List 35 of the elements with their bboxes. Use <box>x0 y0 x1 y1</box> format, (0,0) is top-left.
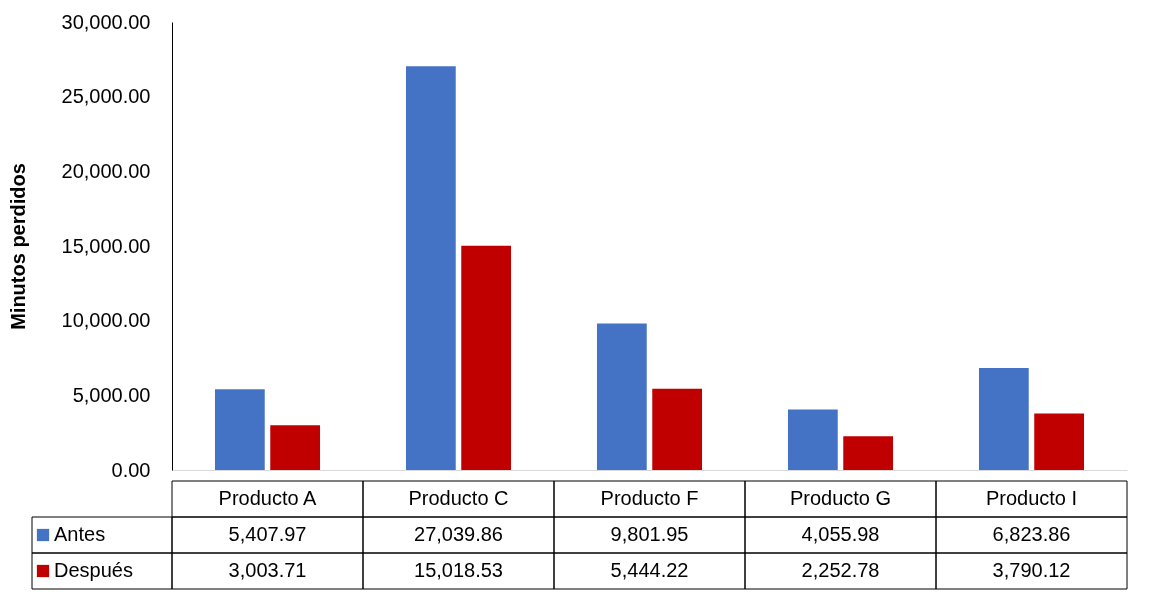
x-tick-label: Producto G <box>789 487 892 509</box>
x-tick-label: Producto F <box>600 487 699 509</box>
legend-label: Antes <box>54 523 106 545</box>
x-tick-label: Producto C <box>408 487 509 509</box>
legend-label: Después <box>54 559 133 581</box>
y-tick-label: 10,000.00 <box>61 309 151 332</box>
data-label: 15,018.53 <box>414 559 503 581</box>
bar <box>978 368 1029 470</box>
bar <box>652 388 703 470</box>
y-tick-label: 30,000.00 <box>61 10 151 33</box>
data-label: 27,039.86 <box>414 523 503 545</box>
bar <box>461 245 512 470</box>
bar <box>214 389 265 470</box>
y-tick-label: 15,000.00 <box>61 234 151 257</box>
bar <box>596 323 647 470</box>
data-label: 2,252.78 <box>801 559 880 581</box>
data-label: 5,444.22 <box>610 559 689 581</box>
data-label: 9,801.95 <box>610 523 689 545</box>
y-tick-label: 20,000.00 <box>61 159 151 182</box>
data-label: 5,407.97 <box>228 523 307 545</box>
y-tick-label: 5,000.00 <box>72 383 151 406</box>
bar <box>843 436 894 470</box>
data-label: 3,790.12 <box>992 559 1071 581</box>
data-label: 6,823.86 <box>992 523 1071 545</box>
x-tick-label: Producto A <box>218 487 318 509</box>
bar <box>405 66 456 470</box>
y-axis-title: Minutos perdidos <box>6 163 29 330</box>
y-tick-label: 25,000.00 <box>61 85 151 108</box>
bar <box>1034 413 1085 470</box>
bar <box>270 425 321 470</box>
data-label: 3,003.71 <box>228 559 307 581</box>
bar <box>787 409 838 470</box>
data-label: 4,055.98 <box>801 523 880 545</box>
y-tick-label: 0.00 <box>111 458 151 481</box>
x-tick-label: Producto I <box>985 487 1078 509</box>
